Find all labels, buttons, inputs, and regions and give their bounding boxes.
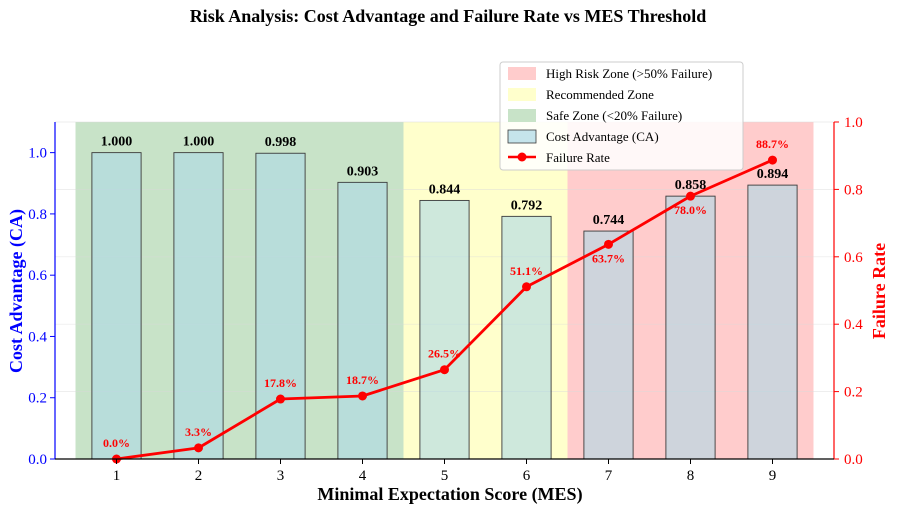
failure-point-6	[522, 282, 531, 292]
ca-bar-label-2: 1.000	[183, 135, 215, 150]
right-tick-label-3: 0.6	[844, 250, 863, 266]
failure-label-4: 18.7%	[346, 373, 379, 387]
left-tick-label-4: 0.8	[28, 207, 47, 223]
ca-bar-5	[419, 199, 470, 460]
legend-swatch-ca-bar	[507, 129, 537, 144]
failure-label-1: 0.0%	[103, 436, 130, 450]
legend-swatch-failure-marker	[517, 152, 527, 162]
x-tick-label-1: 1	[113, 468, 121, 484]
legend-frame	[499, 61, 744, 171]
right-tick-label-1: 0.2	[844, 385, 863, 401]
x-tick-label-7: 7	[605, 468, 613, 484]
left-tick-label-0: 0.0	[28, 452, 47, 468]
failure-label-2: 3.3%	[185, 425, 212, 439]
left-tick-label-5: 1.0	[28, 146, 47, 162]
ca-bar-6	[501, 215, 552, 460]
failure-point-5	[440, 365, 449, 375]
left-tick-label-3: 0.6	[28, 268, 47, 284]
legend-label-ca: Cost Advantage (CA)	[546, 129, 659, 144]
failure-point-7	[604, 239, 613, 249]
ca-bar-label-4: 0.903	[347, 164, 379, 179]
failure-label-8: 78.0%	[674, 203, 707, 217]
failure-label-9: 88.7%	[756, 137, 789, 151]
ca-bar-9	[747, 184, 798, 460]
left-tick-label-2: 0.4	[28, 329, 47, 345]
ca-bar-2	[173, 152, 224, 460]
ca-bar-label-5: 0.844	[429, 182, 461, 197]
ca-bar-1	[91, 152, 142, 460]
failure-label-6: 51.1%	[510, 264, 543, 278]
ca-bar-label-7: 0.744	[593, 213, 625, 228]
ca-bar-8	[665, 195, 716, 460]
ca-bar-label-6: 0.792	[511, 198, 543, 213]
legend-label-high-risk: High Risk Zone (>50% Failure)	[546, 66, 712, 81]
x-tick-label-4: 4	[359, 468, 367, 484]
failure-label-3: 17.8%	[264, 376, 297, 390]
right-tick-label-2: 0.4	[844, 317, 863, 333]
left-tick-label-1: 0.2	[28, 391, 47, 407]
right-tick-label-0: 0.0	[844, 452, 863, 468]
ca-bar-label-3: 0.998	[265, 135, 297, 150]
left-axis-title: Cost Advantage (CA)	[6, 209, 27, 373]
ca-bar-label-9: 0.894	[757, 167, 789, 182]
x-axis-title: Minimal Expectation Score (MES)	[317, 484, 582, 505]
x-tick-label-8: 8	[687, 468, 695, 484]
ca-bar-label-8: 0.858	[675, 178, 707, 193]
x-tick-label-3: 3	[277, 468, 285, 484]
right-tick-label-4: 0.8	[844, 182, 863, 198]
legend-swatch-safe	[508, 109, 536, 122]
failure-point-3	[276, 394, 285, 404]
legend-swatch-high-risk	[508, 67, 536, 80]
failure-point-9	[768, 155, 777, 165]
ca-bar-4	[337, 181, 388, 460]
failure-point-8	[686, 191, 695, 201]
x-tick-label-2: 2	[195, 468, 203, 484]
chart-title: Risk Analysis: Cost Advantage and Failur…	[190, 6, 707, 26]
failure-point-2	[194, 443, 203, 453]
legend-label-failure: Failure Rate	[546, 150, 610, 165]
right-axis-title: Failure Rate	[869, 243, 889, 339]
x-tick-label-6: 6	[523, 468, 531, 484]
failure-line-layer	[112, 155, 777, 464]
labels-layer: 1.000 1.000 0.998 0.903 0.844 0.792 0.744 0.858…	[101, 135, 789, 450]
failure-point-4	[358, 391, 367, 401]
failure-label-5: 26.5%	[428, 347, 461, 361]
legend-label-safe: Safe Zone (<20% Failure)	[546, 108, 682, 123]
ca-bar-label-1: 1.000	[101, 135, 133, 150]
legend: High Risk Zone (>50% Failure) Recommende…	[499, 61, 744, 171]
x-tick-label-9: 9	[769, 468, 777, 484]
x-tick-label-5: 5	[441, 468, 449, 484]
ca-bar-7	[583, 230, 634, 460]
axes-layer: 0.0 0.2 0.4 0.6 0.8 1.0 0.0 0.2 0.4 0.6 0.8 1.0 1 2 3 4…	[28, 115, 863, 484]
ca-bar-3	[255, 152, 306, 460]
legend-label-recommended: Recommended Zone	[546, 87, 654, 102]
right-tick-label-5: 1.0	[844, 115, 863, 131]
failure-label-7: 63.7%	[592, 251, 625, 265]
legend-swatch-recommended	[508, 88, 536, 101]
